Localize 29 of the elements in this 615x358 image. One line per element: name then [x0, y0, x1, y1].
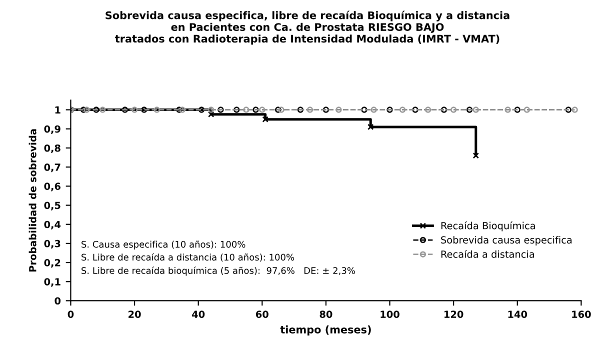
x-tick-label: 20 — [128, 310, 141, 318]
y-tick-label: 0,2 — [44, 259, 60, 268]
legend-label: Sobrevida causa especifica — [441, 236, 572, 246]
annotation: S. Libre de recaída bioquímica (5 años): 97,6% DE: ± 2,3% — [82, 266, 355, 276]
x-axis-title: tiempo (meses) — [280, 325, 371, 336]
y-tick-label: 0,9 — [44, 125, 60, 134]
y-axis-title: Probabilidad de sobrevida — [28, 129, 36, 272]
y-tick-label: 0 — [54, 297, 61, 305]
x-tick-label: 160 — [572, 310, 591, 318]
y-tick-label: 0,7 — [44, 164, 60, 172]
legend-label: Recaída a distancia — [441, 250, 534, 258]
legend-label: Recaída Bioquímica — [441, 221, 535, 232]
x-tick-label: 80 — [320, 310, 332, 318]
y-tick-label: 1 — [55, 106, 60, 114]
x-tick-label: 0 — [68, 310, 74, 318]
annotation: S. Libre de recaída a distancia (10 años): 100% — [82, 253, 294, 262]
x-tick-label: 100 — [380, 310, 400, 318]
y-tick-label: 0,4 — [44, 220, 61, 230]
x-tick-label: 140 — [508, 310, 528, 318]
annotation: S. Causa especifica (10 años): 100% — [82, 240, 246, 250]
y-tick-label: 0,6 — [44, 182, 60, 192]
y-tick-label: 0,8 — [44, 144, 60, 154]
y-tick-label: 0,1 — [44, 278, 60, 287]
x-tick-label: 60 — [256, 310, 268, 318]
chart-title: Sobrevida causa especifica, libre de recaída Bioquímica y a distancia en Pacientes con Ca. de Prostata RIESGO BAJO tratados con Radioterapia de Intensidad Modulada (IMRT - VMAT) — [106, 10, 510, 45]
x-tick-label: 40 — [192, 310, 205, 318]
y-tick-label: 0,5 — [44, 202, 60, 210]
y-tick-label: 0,3 — [44, 240, 60, 249]
x-tick-label: 120 — [444, 310, 464, 318]
